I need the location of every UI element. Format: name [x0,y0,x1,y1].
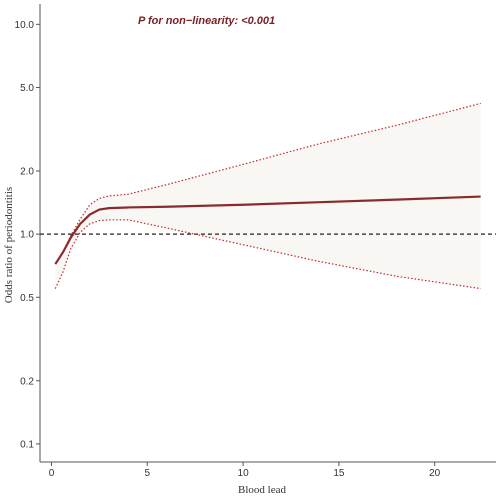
y-tick-label: 0.5 [20,293,34,304]
lower-ci-line [54,219,481,290]
x-axis-title: Blood lead [238,484,286,496]
x-tick-label: 20 [429,468,441,479]
estimate-line [54,195,481,265]
y-tick-label: 5.0 [20,83,34,94]
y-axis-title: Odds ratio of periodontitis [3,187,15,303]
x-tick-label: 5 [145,468,151,479]
y-tick-label: 10.0 [15,20,35,31]
x-tick-label: 15 [333,468,345,479]
y-tick-label: 0.1 [20,439,34,450]
y-tick-label: 2.0 [20,166,34,177]
y-tick-label: 0.2 [20,376,34,387]
p-value-annotation: P for non−linearity: <0.001 [138,15,275,27]
confidence-band [55,103,481,289]
confidence-band-area [55,103,481,289]
x-tick-label: 10 [238,468,250,479]
y-tick-label: 1.0 [20,230,34,241]
x-tick-label: 0 [49,468,55,479]
axes: 0.1 0.2 0.5 1.0 2.0 5.0 10.0 0 5 10 15 20 [15,4,496,479]
series-layer [54,102,481,290]
